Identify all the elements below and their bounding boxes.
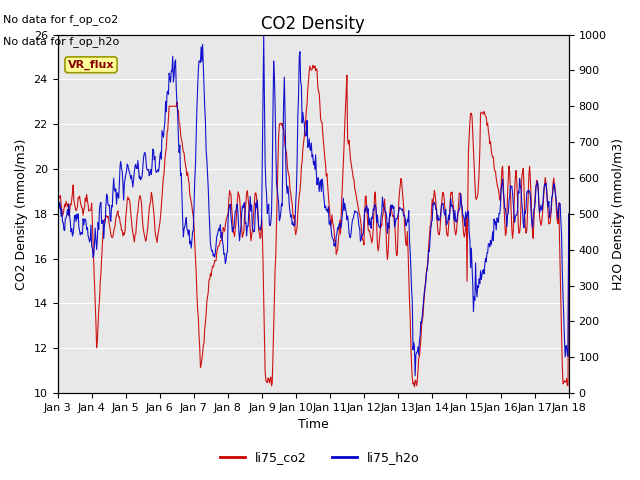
Y-axis label: H2O Density (mmol/m3): H2O Density (mmol/m3) — [612, 138, 625, 290]
Legend: li75_co2, li75_h2o: li75_co2, li75_h2o — [215, 446, 425, 469]
X-axis label: Time: Time — [298, 419, 328, 432]
Title: CO2 Density: CO2 Density — [261, 15, 365, 33]
Y-axis label: CO2 Density (mmol/m3): CO2 Density (mmol/m3) — [15, 138, 28, 289]
Text: VR_flux: VR_flux — [68, 60, 115, 70]
Text: No data for f_op_co2: No data for f_op_co2 — [3, 14, 118, 25]
Text: No data for f_op_h2o: No data for f_op_h2o — [3, 36, 120, 47]
